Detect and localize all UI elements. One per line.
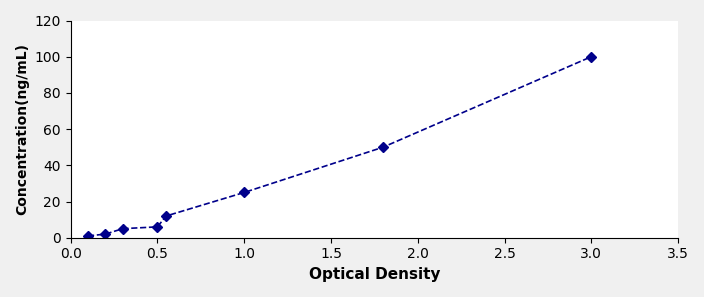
- X-axis label: Optical Density: Optical Density: [308, 267, 440, 282]
- Y-axis label: Concentration(ng/mL): Concentration(ng/mL): [15, 43, 29, 215]
